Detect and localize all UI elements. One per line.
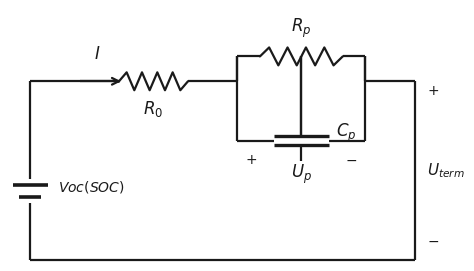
- Text: $U_{term}$: $U_{term}$: [427, 162, 465, 180]
- Text: $-$: $-$: [346, 153, 357, 167]
- Text: $C_p$: $C_p$: [336, 121, 356, 145]
- Text: $R_0$: $R_0$: [144, 99, 164, 119]
- Text: $+$: $+$: [245, 153, 257, 167]
- Text: $+$: $+$: [427, 84, 438, 98]
- Text: $U_p$: $U_p$: [291, 163, 312, 186]
- Text: $R_p$: $R_p$: [291, 17, 311, 40]
- Text: $-$: $-$: [427, 233, 438, 247]
- Text: $Voc(SOC)$: $Voc(SOC)$: [58, 179, 125, 195]
- Text: $I$: $I$: [94, 46, 100, 63]
